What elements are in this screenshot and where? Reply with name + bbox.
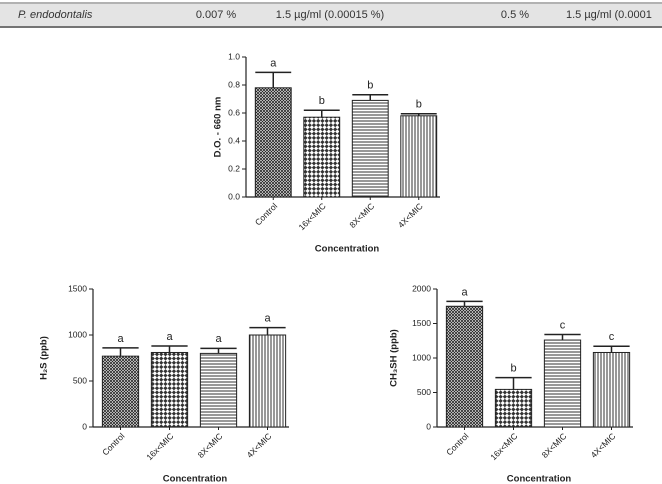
y-axis-label: D.O. - 660 nm [213,97,224,158]
significance-letter: b [319,95,325,107]
significance-letter: b [510,363,516,375]
y-tick-label: 0.0 [228,191,240,201]
x-tick-label: 8X<MIC [540,431,569,460]
bar [150,351,189,428]
bar [445,305,484,428]
significance-letter: a [117,333,124,345]
x-tick-label: Control [253,201,280,228]
significance-letter: c [609,331,615,343]
y-tick-label: 1000 [68,329,87,339]
y-tick-label: 500 [417,387,431,397]
significance-letter: c [560,319,566,331]
x-tick-label: 8X<MIC [196,431,225,460]
x-axis-label: Concentration [163,474,228,484]
bar [199,352,238,428]
y-tick-label: 2000 [412,283,431,293]
y-tick-label: 1000 [412,352,431,362]
y-tick-label: 1500 [412,318,431,328]
y-tick-label: 500 [73,375,87,385]
x-tick-label: 4X<MIC [396,201,425,230]
x-tick-label: Control [444,431,471,458]
y-tick-label: 0 [82,421,87,431]
bar [400,115,438,198]
y-tick-label: 0.4 [228,135,240,145]
x-tick-label: 16x<MIC [296,201,327,232]
bar [494,388,533,428]
y-tick-label: 0 [426,421,431,431]
significance-letter: a [264,313,271,325]
x-tick-label: 16x<MIC [144,431,175,462]
y-tick-label: 0.2 [228,163,240,173]
significance-letter: a [461,286,468,298]
x-tick-label: Control [100,431,127,458]
y-tick-label: 0.6 [228,107,240,117]
table-cell: 1.5 µg/ml (0.00015 %) [276,9,384,21]
table-cell: P. endodontalis [18,9,93,21]
x-axis-label: Concentration [507,474,572,484]
x-tick-label: 8X<MIC [347,201,376,230]
y-tick-label: 0.8 [228,79,240,89]
bar [303,116,341,198]
bar [101,355,140,428]
significance-letter: b [416,99,422,111]
bar [592,351,631,428]
y-axis-label: H₂S (ppb) [39,336,50,380]
y-axis-label: CH₃SH (ppb) [389,329,400,387]
table-cell: 1.5 µg/ml (0.0001 [566,9,652,21]
table-cell: 0.007 % [196,9,237,21]
y-tick-label: 1.0 [228,51,240,61]
x-tick-label: 4X<MIC [245,431,274,460]
bar [248,334,287,428]
x-axis-label: Concentration [315,244,380,255]
bar [543,339,582,428]
significance-letter: a [166,331,173,343]
significance-letter: a [270,57,277,69]
significance-letter: b [367,80,373,92]
table-row-bg [0,4,662,26]
y-tick-label: 1500 [68,283,87,293]
bar [254,87,292,198]
table-cell: 0.5 % [501,9,529,21]
bar [351,99,389,198]
x-tick-label: 4X<MIC [589,431,618,460]
significance-letter: a [215,333,222,345]
x-tick-label: 16x<MIC [488,431,519,462]
